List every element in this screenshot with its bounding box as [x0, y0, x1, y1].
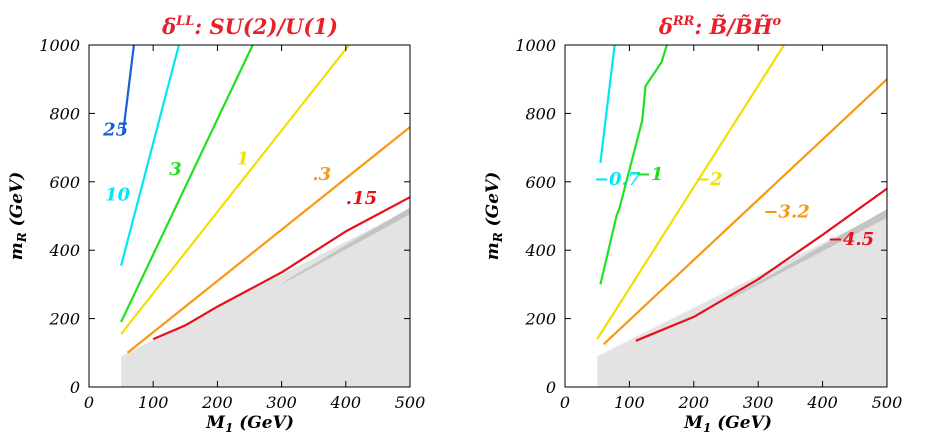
series-label-4: −3.2: [763, 202, 809, 223]
x-tick-label: 500: [395, 393, 426, 412]
x-tick-label: 300: [743, 393, 774, 412]
series-line-4: [120, 44, 350, 335]
y-tick-label: 400: [48, 241, 80, 260]
y-tick-label: 800: [49, 104, 80, 123]
title-rest: : SU(2)/U(1): [194, 14, 338, 39]
series-label-1: 25: [102, 120, 128, 141]
series-line-3: [120, 44, 254, 323]
x-tick-label: 400: [330, 393, 362, 412]
chart-2: −0.7−1 −2 −3.2 −4.5 0 100 200 300 400 500 0 200 400 6…: [483, 14, 902, 435]
x-axis-label: M1 (GeV): [683, 413, 772, 435]
y-tick-label: 600: [49, 173, 80, 192]
y-tick-label: 1000: [515, 36, 556, 55]
series-line-6: [152, 196, 411, 341]
title-superscript: LL: [175, 14, 194, 29]
series-line-1: [121, 44, 135, 135]
series-label-1: −0.7: [594, 169, 641, 190]
y-tick-label: 600: [525, 173, 556, 192]
series-line-3: [596, 44, 785, 340]
y-tick-label: 200: [524, 310, 556, 329]
y-tick-label: 0: [70, 378, 80, 397]
x-tick-label: 100: [138, 393, 169, 412]
x-tick-label: 0: [560, 393, 570, 412]
y-tick-label: 1000: [39, 36, 80, 55]
excluded-boundary-band: [281, 207, 410, 285]
series-line-1: [599, 44, 616, 164]
series-label-4: 1: [237, 149, 250, 170]
x-tick-label: 500: [872, 393, 903, 412]
y-axis-label: mR (GeV): [483, 172, 505, 261]
y-tick-label: 400: [524, 241, 556, 260]
title-rest: : B̃/B̃H̃: [694, 14, 773, 39]
title-main: δ: [161, 14, 176, 39]
x-tick-label: 100: [614, 393, 645, 412]
series-line-2: [599, 44, 668, 285]
excluded-boundary-band: [726, 209, 887, 302]
title-main: δ: [658, 14, 673, 39]
x-tick-label: 0: [84, 393, 94, 412]
series-label-3: −2: [695, 169, 723, 190]
chart-title: δRR: B̃/B̃H̃o: [658, 14, 782, 39]
series-label-5: .3: [312, 164, 331, 185]
x-axis-label: M1 (GeV): [205, 413, 294, 435]
title-superscript: RR: [672, 14, 695, 29]
title-superscript-2: o: [773, 14, 782, 29]
y-axis-label: mR (GeV): [7, 172, 29, 261]
x-tick-label: 200: [201, 393, 233, 412]
y-tick-label: 0: [546, 378, 556, 397]
x-tick-label: 400: [806, 393, 838, 412]
series-label-6: .15: [346, 188, 377, 209]
series-line-2: [120, 44, 180, 266]
x-tick-label: 200: [678, 393, 710, 412]
plot-frame: [564, 44, 888, 388]
chart-title: δLL: SU(2)/U(1): [161, 14, 338, 39]
series-label-3: 3: [169, 159, 182, 180]
series-line-5: [126, 126, 411, 354]
series-label-5: −4.5: [828, 229, 874, 250]
x-tick-label: 300: [266, 393, 297, 412]
series-label-2: −1: [636, 164, 664, 185]
series-line-4: [602, 78, 888, 346]
chart-1: 25 10 3 1 .3 .15 0 100 200 300 400 500 0 200 400 600 800…: [7, 14, 425, 435]
series-line-5: [635, 187, 888, 342]
y-tick-label: 200: [48, 310, 80, 329]
plot-frame: [88, 44, 411, 388]
series-label-2: 10: [105, 185, 131, 206]
y-tick-label: 800: [525, 104, 556, 123]
